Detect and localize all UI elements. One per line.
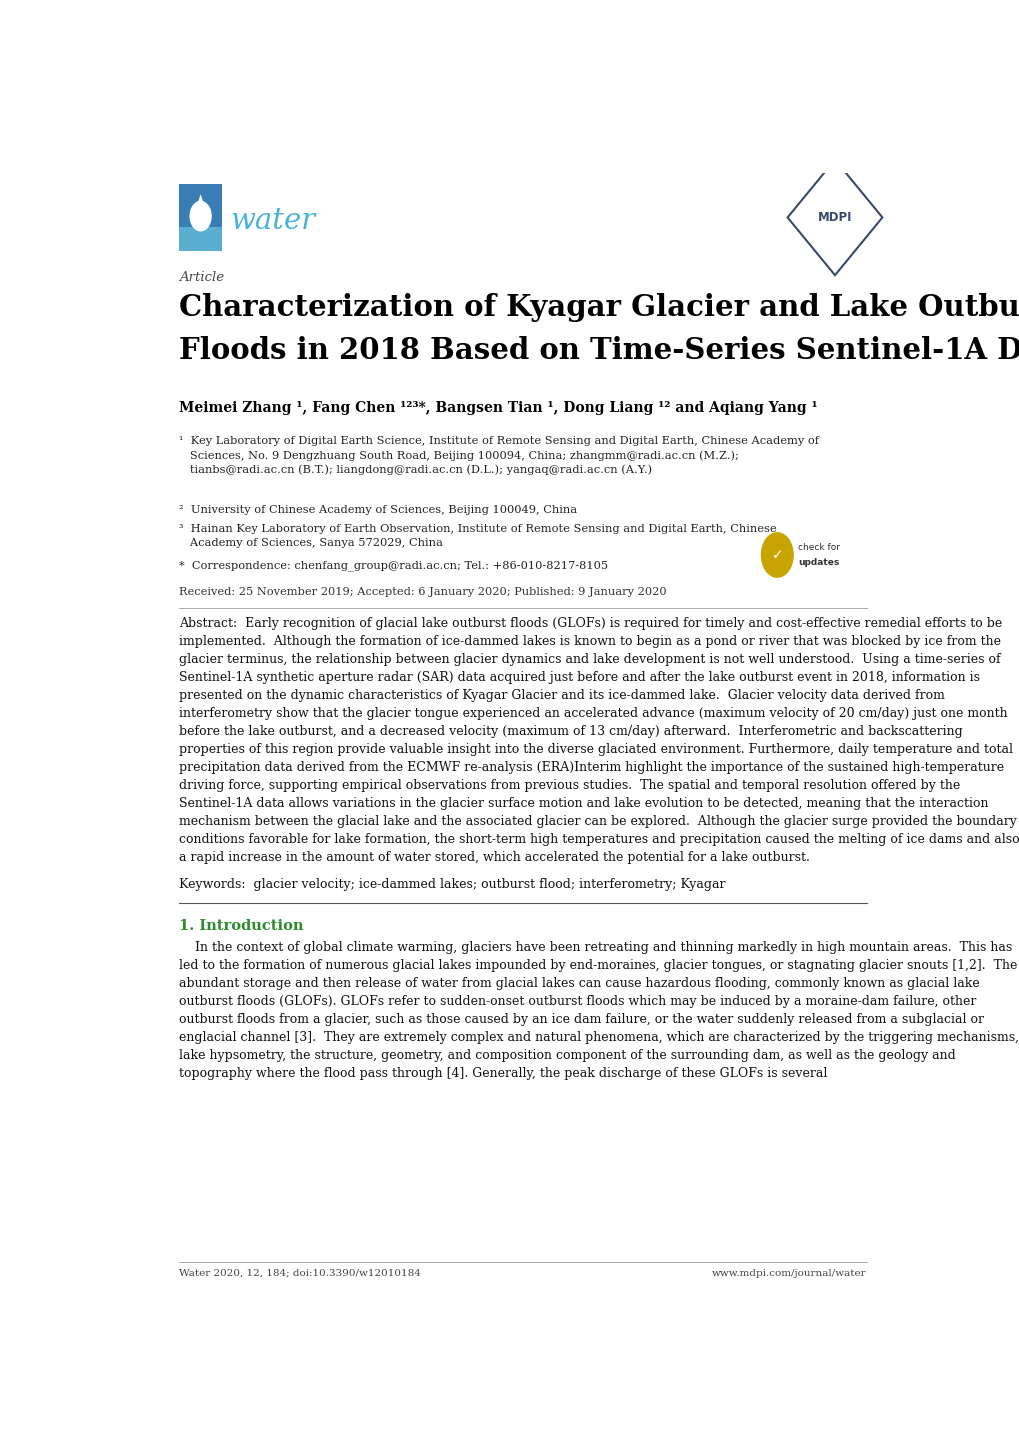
Circle shape bbox=[761, 532, 793, 577]
Text: updates: updates bbox=[797, 558, 839, 567]
Text: Floods in 2018 Based on Time-Series Sentinel-1A Data: Floods in 2018 Based on Time-Series Sent… bbox=[178, 336, 1019, 365]
Text: *  Correspondence: chenfang_group@radi.ac.cn; Tel.: +86-010-8217-8105: * Correspondence: chenfang_group@radi.ac… bbox=[178, 561, 607, 571]
Text: Characterization of Kyagar Glacier and Lake Outburst: Characterization of Kyagar Glacier and L… bbox=[178, 293, 1019, 322]
Text: In the context of global climate warming, glaciers have been retreating and thin: In the context of global climate warming… bbox=[178, 942, 1018, 1080]
Text: 1. Introduction: 1. Introduction bbox=[178, 919, 303, 933]
Text: MDPI: MDPI bbox=[817, 211, 852, 224]
FancyBboxPatch shape bbox=[178, 228, 222, 251]
Text: Meimei Zhang ¹, Fang Chen ¹²³*, Bangsen Tian ¹, Dong Liang ¹² and Aqiang Yang ¹: Meimei Zhang ¹, Fang Chen ¹²³*, Bangsen … bbox=[178, 401, 816, 415]
Text: ³  Hainan Key Laboratory of Earth Observation, Institute of Remote Sensing and D: ³ Hainan Key Laboratory of Earth Observa… bbox=[178, 523, 775, 548]
Text: Abstract:  Early recognition of glacial lake outburst floods (GLOFs) is required: Abstract: Early recognition of glacial l… bbox=[178, 617, 1019, 864]
Text: water: water bbox=[230, 206, 315, 235]
Text: Received: 25 November 2019; Accepted: 6 January 2020; Published: 9 January 2020: Received: 25 November 2019; Accepted: 6 … bbox=[178, 587, 665, 597]
Polygon shape bbox=[195, 195, 206, 212]
Text: ✓: ✓ bbox=[770, 548, 783, 562]
Text: Water 2020, 12, 184; doi:10.3390/w12010184: Water 2020, 12, 184; doi:10.3390/w120101… bbox=[178, 1269, 421, 1278]
Text: Keywords:  glacier velocity; ice-dammed lakes; outburst flood; interferometry; K: Keywords: glacier velocity; ice-dammed l… bbox=[178, 878, 725, 891]
Text: www.mdpi.com/journal/water: www.mdpi.com/journal/water bbox=[711, 1269, 866, 1278]
FancyBboxPatch shape bbox=[178, 185, 222, 251]
Text: Article: Article bbox=[178, 271, 224, 284]
Text: ²  University of Chinese Academy of Sciences, Beijing 100049, China: ² University of Chinese Academy of Scien… bbox=[178, 505, 577, 515]
Text: ¹  Key Laboratory of Digital Earth Science, Institute of Remote Sensing and Digi: ¹ Key Laboratory of Digital Earth Scienc… bbox=[178, 435, 818, 474]
Text: check for: check for bbox=[797, 542, 839, 552]
Circle shape bbox=[190, 202, 211, 231]
